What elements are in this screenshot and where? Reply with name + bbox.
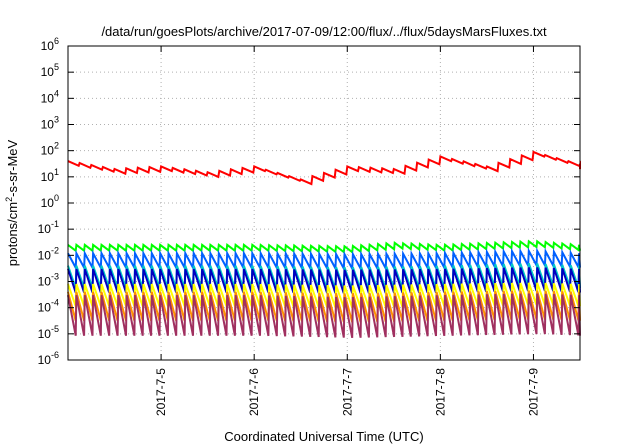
x-tick-label: 2017-7-5 xyxy=(154,368,168,416)
y-tick-label: 10-4 xyxy=(38,298,59,315)
y-tick-label: 106 xyxy=(41,36,59,53)
y-tick-label: 102 xyxy=(41,141,59,158)
x-tick-label: 2017-7-9 xyxy=(526,368,540,416)
y-tick-label: 10-2 xyxy=(38,245,59,262)
x-tick-label: 2017-7-8 xyxy=(433,368,447,416)
y-tick-label: 10-6 xyxy=(38,350,59,367)
y-tick-label: 10-5 xyxy=(38,324,59,341)
chart-title: /data/run/goesPlots/archive/2017-07-09/1… xyxy=(101,24,547,39)
series-line-5 xyxy=(67,267,581,294)
y-tick-label: 103 xyxy=(41,115,59,132)
series-line-3 xyxy=(67,247,581,273)
series-line-1 xyxy=(67,150,581,186)
y-tick-label: 101 xyxy=(41,167,59,184)
series-line-8 xyxy=(67,293,581,338)
y-axis-label: protons/cm2-s-sr-MeV xyxy=(4,139,20,266)
y-tick-label: 100 xyxy=(41,193,59,210)
y-tick-label: 10-1 xyxy=(38,219,59,236)
x-tick-label: 2017-7-6 xyxy=(247,368,261,416)
y-axis: 10-6 10-5 10-4 10-3 10-2 10-1 100 101 102 103 104 1… xyxy=(38,36,580,367)
x-axis-label: Coordinated Universal Time (UTC) xyxy=(224,429,423,444)
y-tick-label: 104 xyxy=(41,88,59,105)
x-axis: 2017-7-5 2017-7-6 2017-7-7 2017-7-8 2017-7-9 xyxy=(154,46,540,416)
y-tick-label: 105 xyxy=(41,62,59,79)
x-tick-label: 2017-7-7 xyxy=(340,368,354,416)
y-tick-label: 10-3 xyxy=(38,272,59,289)
series-group xyxy=(67,150,581,338)
series-line-2 xyxy=(67,239,581,254)
